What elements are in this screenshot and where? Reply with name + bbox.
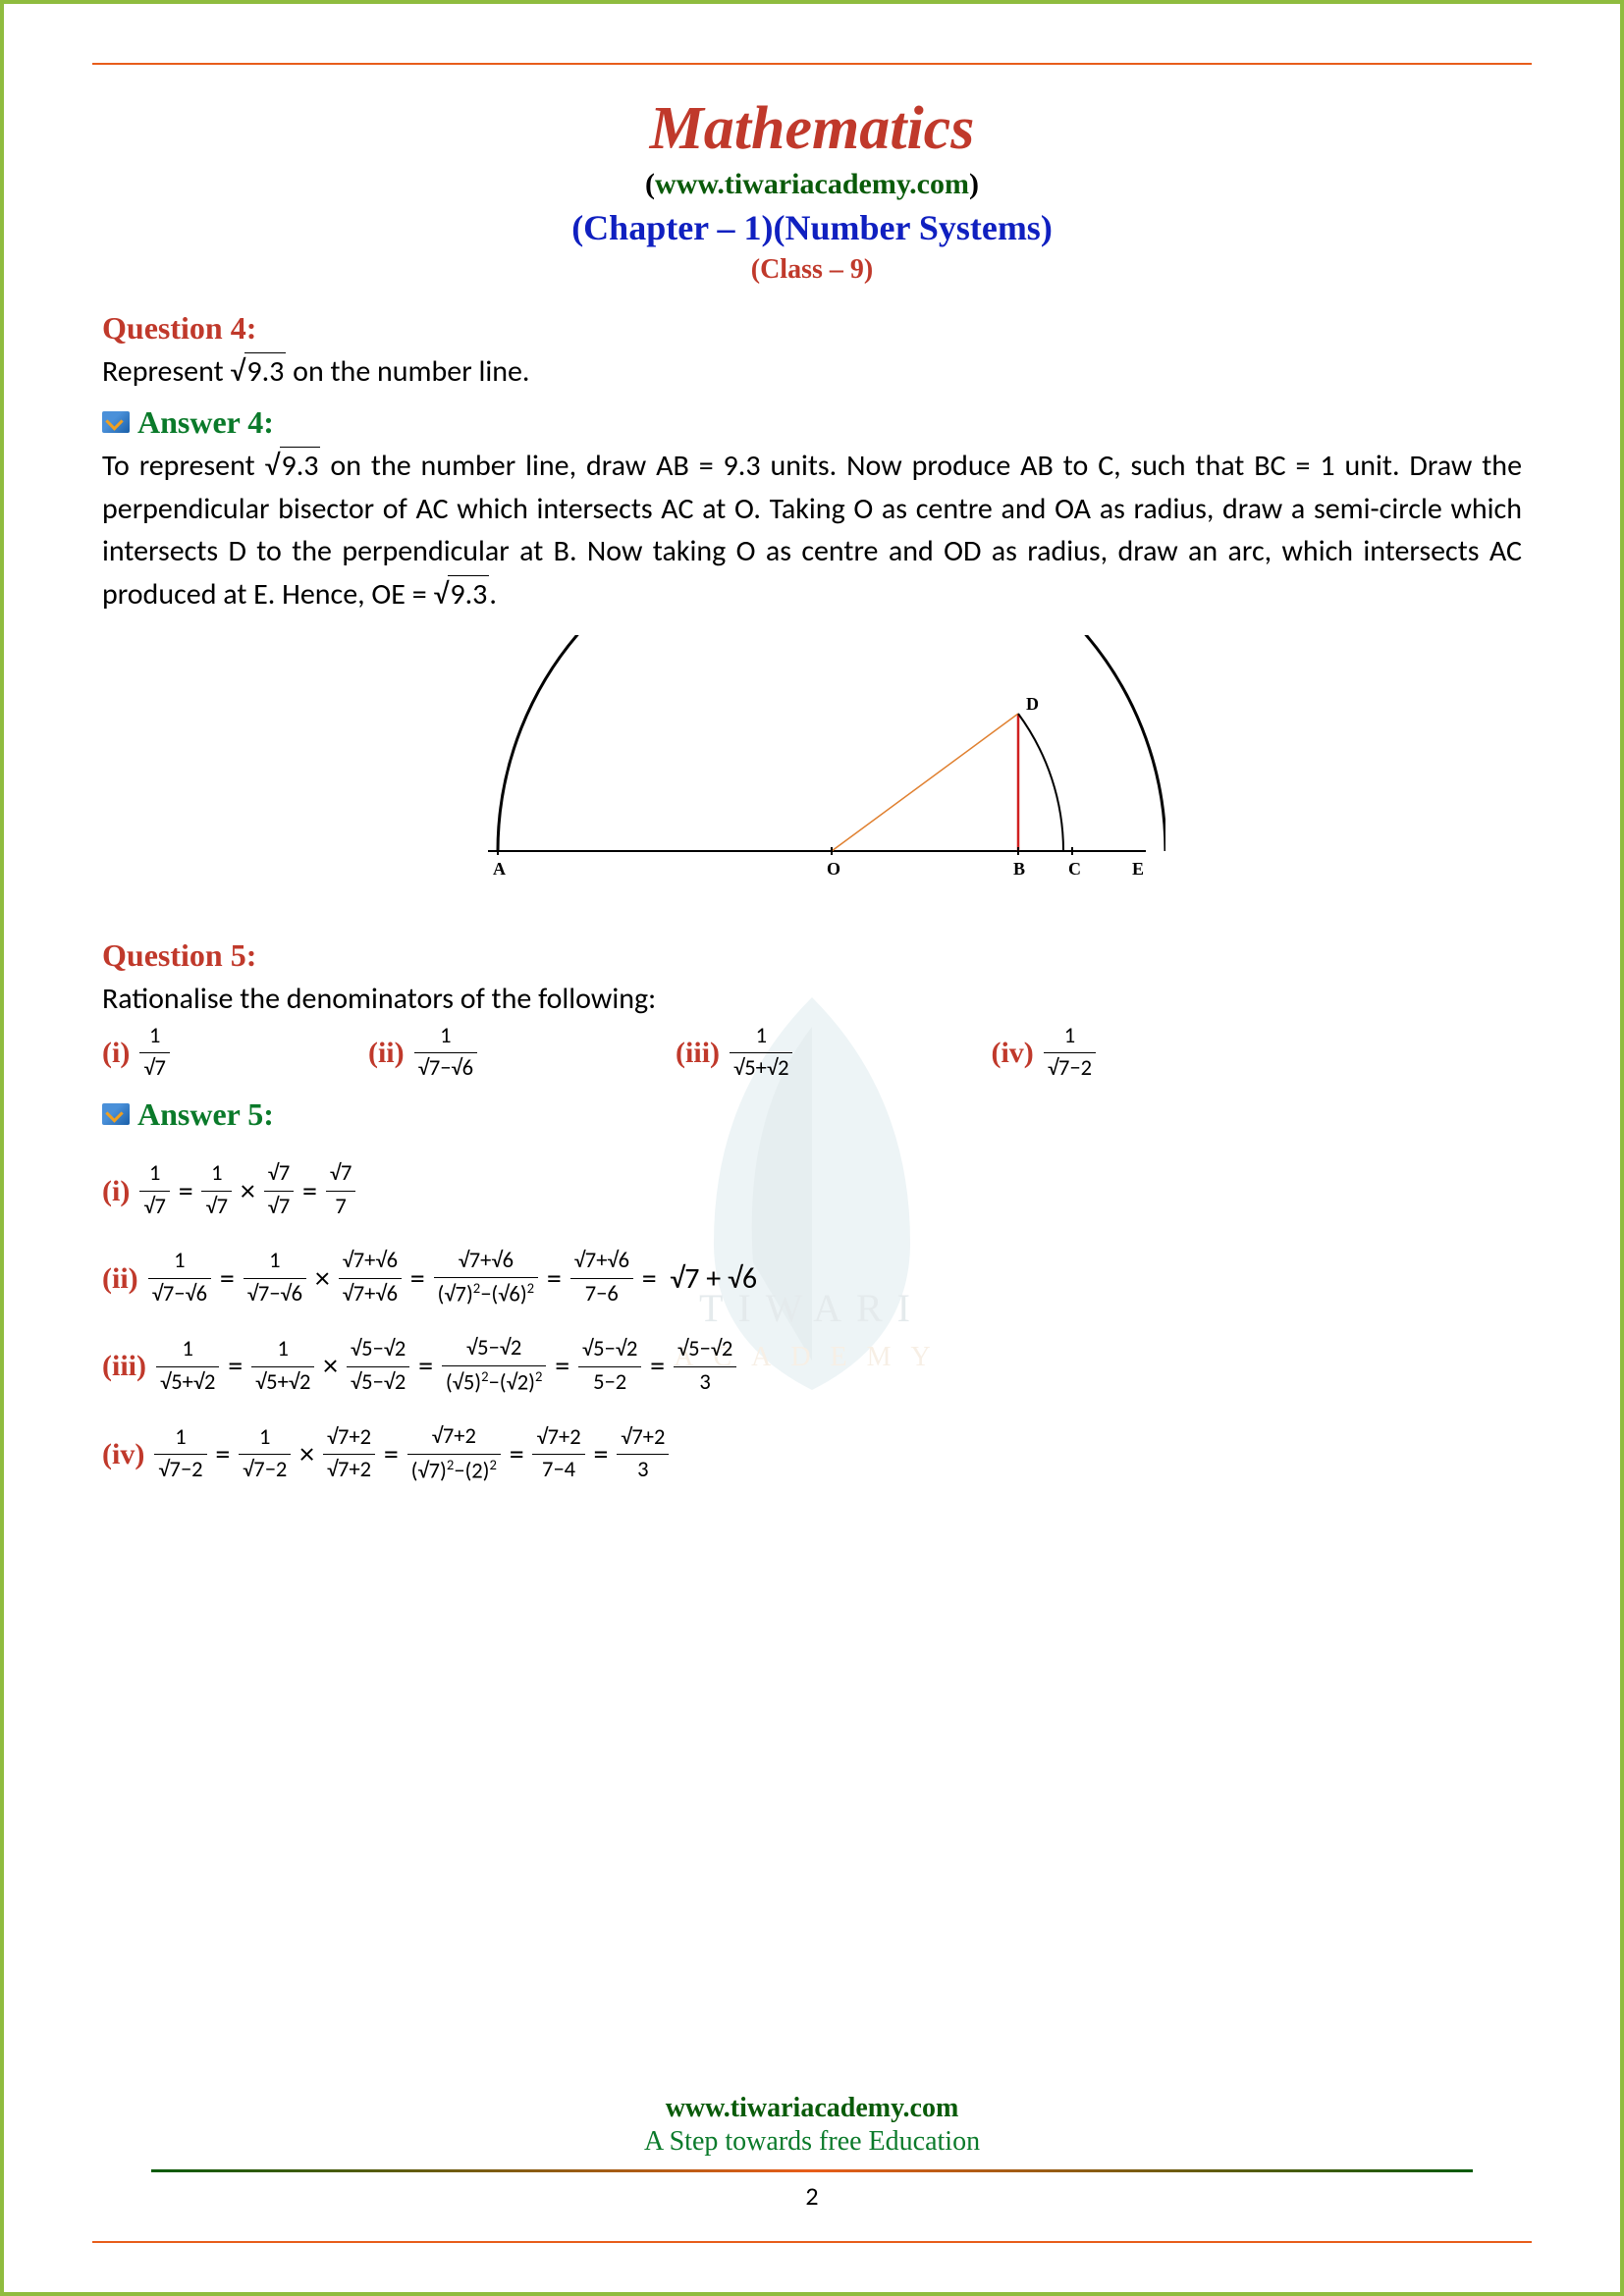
a4-label: Answer 4: bbox=[102, 400, 1522, 445]
a5-eq-ii: (ii) 1√7−√6 = 1√7−√6 × √7+√6√7+√6 = √7+√… bbox=[102, 1246, 1522, 1312]
doc-title: Mathematics bbox=[102, 94, 1522, 164]
svg-text:D: D bbox=[1026, 694, 1039, 714]
q5-prompt: Rationalise the denominators of the foll… bbox=[102, 978, 1522, 1021]
class-line: (Class – 9) bbox=[102, 254, 1522, 286]
q5-part-iii: (iii) 1√5+√2 bbox=[676, 1021, 794, 1086]
a4-text: To represent √9.3 on the number line, dr… bbox=[102, 445, 1522, 615]
svg-text:E: E bbox=[1132, 859, 1144, 879]
content-area: Question 4: Represent √9.3 on the number… bbox=[102, 305, 1522, 1488]
chapter-line: (Chapter – 1)(Number Systems) bbox=[102, 207, 1522, 248]
page-number: 2 bbox=[92, 2180, 1532, 2212]
q5-parts: (i) 1√7 (ii) 1√7−√6 (iii) 1√5+√2 (iv) 1√… bbox=[102, 1021, 1522, 1086]
svg-text:A: A bbox=[493, 859, 506, 879]
q5-part-i: (i) 1√7 bbox=[102, 1021, 172, 1086]
svg-text:B: B bbox=[1013, 859, 1025, 879]
answer-icon bbox=[102, 411, 130, 433]
q5-part-ii: (ii) 1√7−√6 bbox=[368, 1021, 479, 1086]
footer-divider bbox=[151, 2169, 1473, 2172]
answer-icon bbox=[102, 1103, 130, 1125]
content-frame: TIWARI ACADEMY Mathematics (www.tiwariac… bbox=[92, 63, 1532, 2243]
q4-prompt: Represent √9.3 on the number line. bbox=[102, 350, 1522, 394]
doc-header: Mathematics (www.tiwariacademy.com) (Cha… bbox=[102, 94, 1522, 286]
svg-text:C: C bbox=[1068, 859, 1081, 879]
q4-diagram: A O B C E D bbox=[102, 635, 1522, 903]
q5-label: Question 5: bbox=[102, 933, 1522, 978]
page: TIWARI ACADEMY Mathematics (www.tiwariac… bbox=[0, 0, 1624, 2296]
a5-eq-iv: (iv) 1√7−2 = 1√7−2 × √7+2√7+2 = √7+2(√7)… bbox=[102, 1421, 1522, 1488]
semicircle-diagram: A O B C E D bbox=[459, 635, 1165, 890]
header-website: (www.tiwariacademy.com) bbox=[102, 168, 1522, 201]
page-footer: www.tiwariacademy.com A Step towards fre… bbox=[92, 2093, 1532, 2212]
svg-text:O: O bbox=[827, 859, 840, 879]
a5-eq-i: (i) 1√7 = 1√7 × √7√7 = √77 bbox=[102, 1158, 1522, 1223]
q4-label: Question 4: bbox=[102, 305, 1522, 350]
q5-part-iv: (iv) 1√7−2 bbox=[991, 1021, 1098, 1086]
a5-eq-iii: (iii) 1√5+√2 = 1√5+√2 × √5−√2√5−√2 = √5−… bbox=[102, 1333, 1522, 1400]
footer-tagline: A Step towards free Education bbox=[92, 2126, 1532, 2158]
footer-url: www.tiwariacademy.com bbox=[92, 2093, 1532, 2124]
a5-label: Answer 5: bbox=[102, 1092, 1522, 1137]
